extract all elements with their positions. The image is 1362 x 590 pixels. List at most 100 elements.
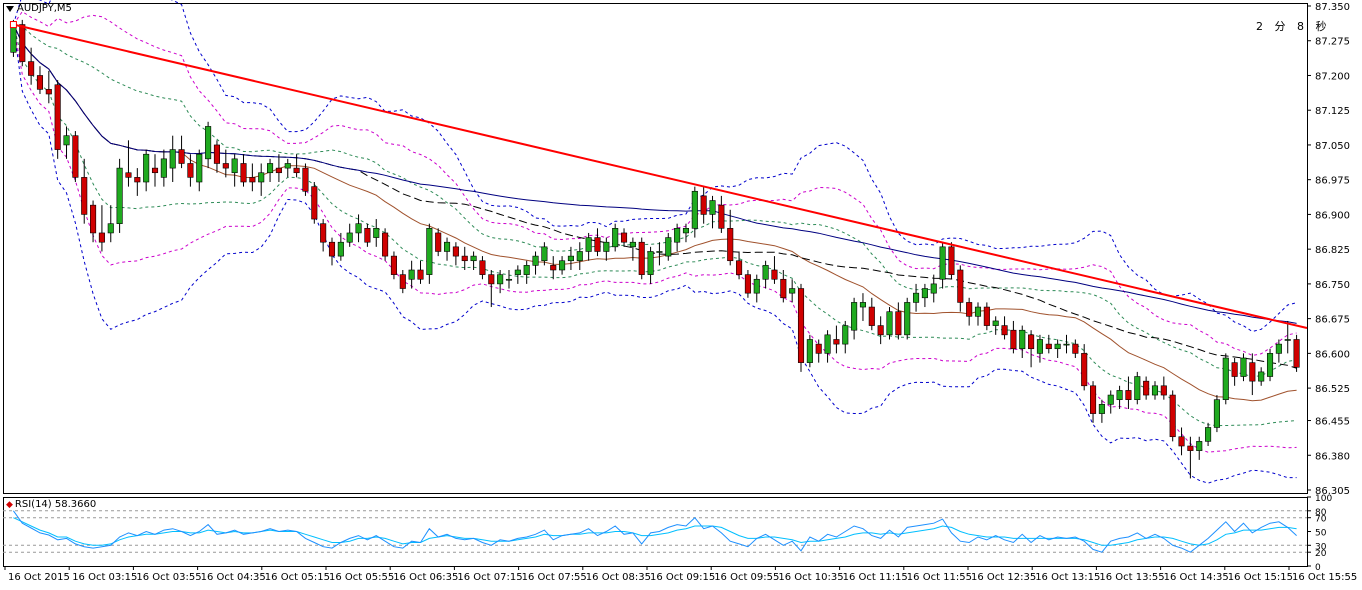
candle-body — [231, 158, 238, 174]
price-tick-label: 87.050 — [1315, 141, 1350, 152]
candle-body — [859, 302, 867, 308]
rsi-tick-label: 80 — [1315, 508, 1327, 518]
candle-body — [399, 274, 406, 289]
rsi-text: RSI(14) 58.3660 — [14, 499, 97, 510]
price-tick-label: 86.825 — [1315, 245, 1350, 256]
candle-body — [603, 241, 610, 252]
trendline — [13, 23, 1308, 329]
candle-body — [116, 167, 123, 224]
time-tick-label: 16 Oct 05:15 — [265, 572, 330, 583]
candle-body — [258, 172, 265, 183]
candle-body — [665, 237, 672, 257]
candle-body — [1001, 325, 1008, 336]
candle-body — [966, 302, 973, 317]
candle-body — [974, 306, 982, 317]
candle-body — [559, 260, 566, 271]
ma-brown — [12, 24, 1297, 402]
price-tick-label: 86.975 — [1315, 176, 1350, 187]
candle-body — [877, 325, 884, 336]
candle-body — [54, 84, 61, 150]
candle-body — [647, 251, 654, 275]
candle-body — [1019, 329, 1026, 350]
candle-body — [1196, 441, 1203, 451]
candle-body — [1151, 385, 1159, 396]
candle-body — [1160, 385, 1167, 396]
candle-body — [1089, 385, 1097, 414]
candle-body — [851, 302, 858, 331]
candle-body — [328, 241, 336, 257]
candle-body — [160, 158, 167, 178]
candle-body — [1107, 394, 1114, 405]
candle-body — [1125, 390, 1132, 400]
candle-body — [284, 163, 291, 169]
bar-countdown: 2 分 8 秒 — [1256, 20, 1331, 33]
candle-body — [390, 255, 397, 275]
candle-body — [36, 75, 44, 90]
candle-body — [1036, 339, 1043, 354]
price-tick-label: 86.305 — [1315, 486, 1350, 497]
candle-body — [682, 228, 690, 234]
candle-body — [249, 177, 256, 183]
candle-body — [1134, 376, 1141, 400]
candle-body — [1284, 339, 1291, 341]
candle-body — [72, 135, 79, 178]
candle-body — [337, 241, 344, 257]
candle-body — [1081, 353, 1088, 387]
time-tick-label: 16 Oct 15:55 — [1292, 572, 1357, 583]
candle-body — [921, 288, 928, 299]
candle-body — [98, 232, 105, 243]
candle-body — [1098, 404, 1105, 414]
time-tick-label: 16 Oct 09:15 — [650, 572, 715, 583]
candle-body — [311, 186, 318, 220]
candle-body — [824, 334, 831, 354]
candle-body — [691, 190, 698, 229]
price-tick-label: 87.275 — [1315, 37, 1350, 48]
candle-body — [789, 288, 796, 294]
candle-body — [505, 278, 513, 281]
candle-body — [1072, 343, 1079, 354]
candle-body — [868, 306, 875, 326]
time-tick-label: 16 Oct 07:55 — [522, 572, 587, 583]
candle-body — [1266, 353, 1274, 377]
upper-band-outer — [12, 0, 1297, 333]
dropdown-triangle-icon[interactable] — [6, 5, 14, 12]
candle-body — [1063, 343, 1070, 346]
candle-body — [1231, 362, 1238, 377]
candle-body — [364, 228, 371, 243]
candle-body — [567, 255, 574, 262]
upper-band-inner — [13, 24, 1297, 378]
time-tick-label: 16 Oct 03:15 — [72, 572, 137, 583]
time-tick-label: 16 Oct 11:55 — [907, 572, 972, 583]
candle-body — [718, 204, 725, 229]
candle-body — [771, 269, 778, 280]
candle-body — [63, 135, 70, 146]
candle-body — [151, 167, 159, 174]
candle-body — [320, 223, 327, 243]
time-tick-label: 16 Oct 10:35 — [778, 572, 843, 583]
candle-body — [169, 149, 176, 169]
candle-body — [497, 274, 504, 285]
symbol-label: AUDJPY,M5 — [6, 3, 72, 14]
ma-navy — [12, 24, 1297, 324]
candle-body — [948, 246, 955, 275]
candle-body — [187, 163, 194, 178]
candle-body — [753, 278, 760, 294]
time-tick-label: 16 Oct 08:35 — [586, 572, 651, 583]
candle-body — [45, 89, 52, 95]
candle-body — [125, 172, 132, 178]
price-tick-label: 86.380 — [1315, 451, 1350, 462]
candle-body — [806, 339, 813, 363]
symbol-text: AUDJPY,M5 — [17, 3, 72, 14]
time-tick-label: 16 Oct 12:35 — [971, 572, 1036, 583]
price-tick-label: 86.455 — [1315, 417, 1350, 428]
candle-body — [205, 126, 212, 160]
candle-body — [1010, 329, 1017, 350]
candle-body — [638, 241, 645, 275]
candle-body — [983, 306, 990, 326]
candle-body — [913, 292, 920, 303]
rsi-tick-label: 100 — [1315, 494, 1332, 504]
candle-body — [1275, 343, 1282, 354]
